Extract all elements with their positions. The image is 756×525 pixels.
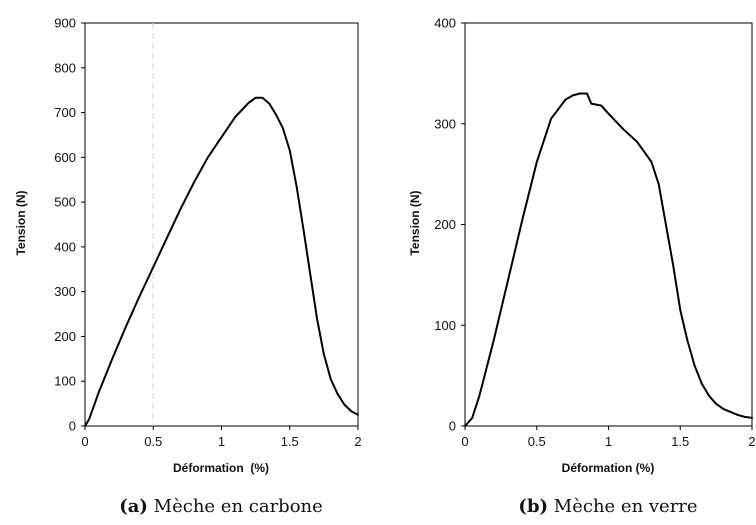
y-tick-label-a: 700 [54, 105, 76, 120]
caption-tag-b: (b) [518, 496, 548, 517]
series-group-b [464, 92, 753, 427]
y-tick-label-a: 800 [54, 60, 76, 75]
y-axis-label-a: Tension (N) [14, 190, 28, 255]
y-tick-label-a: 200 [54, 329, 76, 344]
chart-panel-a: 0 100 200 300 400 500 600 700 800 900 0 0.5 1 1.5 2 T… [14, 16, 362, 518]
y-tick-label-a: 900 [54, 16, 76, 31]
series-group-a [84, 96, 359, 427]
chart-panel-b: 0 100 200 300 400 0 0.5 1 1.5 2 Tension (N) Défo… [408, 16, 756, 518]
caption-b: (b) Mèche en verre [518, 496, 697, 517]
x-tick-label-a: 1 [218, 434, 225, 449]
x-tick-label-b: 2 [748, 434, 755, 449]
y-axis-label-b: Tension (N) [408, 190, 422, 255]
y-tick-label-b: 300 [434, 116, 456, 131]
x-tick-label-b: 0 [461, 434, 468, 449]
y-tick-label-b: 0 [449, 419, 456, 434]
y-tick-label-a: 400 [54, 239, 76, 254]
x-tick-label-a: 0.5 [144, 434, 162, 449]
x-axis-label-b: Déformation (%) [562, 461, 655, 475]
y-tick-label-b: 200 [434, 217, 456, 232]
x-tick-label-b: 1.5 [671, 434, 689, 449]
y-tick-label-a: 0 [69, 419, 76, 434]
x-axis-label-a: Déformation (%) [173, 461, 269, 475]
series-line-b [464, 92, 753, 427]
y-axis-a: 0 100 200 300 400 500 600 700 800 900 [54, 16, 85, 434]
caption-a: (a) Mèche en carbone [119, 496, 323, 517]
caption-text-b: Mèche en verre [554, 496, 698, 517]
x-axis-a: 0 0.5 1 1.5 2 [81, 426, 362, 449]
y-tick-label-a: 300 [54, 284, 76, 299]
y-tick-label-b: 100 [434, 318, 456, 333]
y-axis-b: 0 100 200 300 400 [434, 16, 465, 434]
x-tick-label-a: 0 [81, 434, 88, 449]
x-axis-b: 0 0.5 1 1.5 2 [461, 426, 756, 449]
y-tick-label-a: 100 [54, 374, 76, 389]
x-tick-label-b: 1 [605, 434, 612, 449]
x-tick-label-a: 2 [354, 434, 361, 449]
plot-area-a [84, 22, 359, 427]
caption-tag-a: (a) [119, 496, 148, 517]
series-line-a [84, 96, 359, 427]
caption-text-a: Mèche en carbone [154, 496, 323, 517]
y-tick-label-a: 600 [54, 150, 76, 165]
y-tick-label-a: 500 [54, 195, 76, 210]
plot-area-b [464, 22, 753, 427]
x-tick-label-b: 0.5 [528, 434, 546, 449]
y-tick-label-b: 400 [434, 16, 456, 31]
x-tick-label-a: 1.5 [281, 434, 299, 449]
